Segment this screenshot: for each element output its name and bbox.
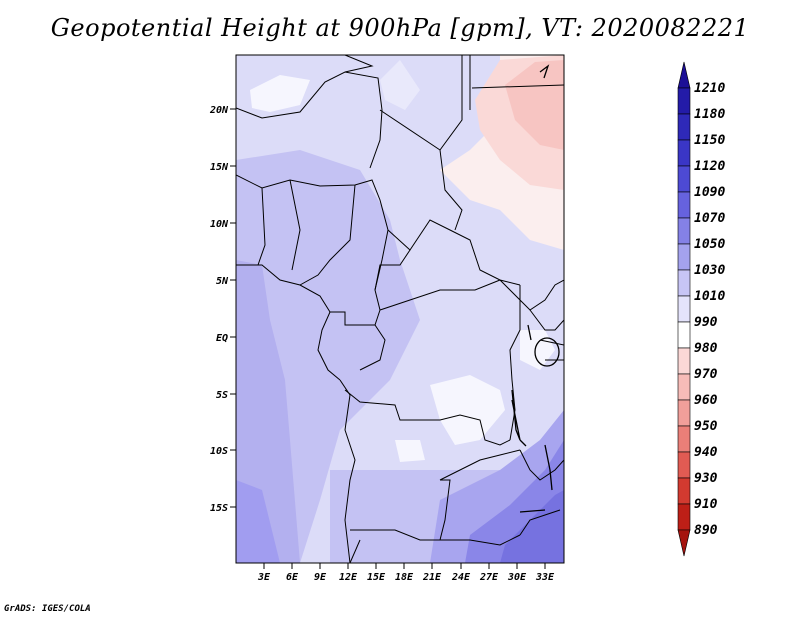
colorbar-label: 1070 — [694, 211, 725, 226]
field-1010-congo-east — [430, 375, 505, 445]
field-1090-ocean — [236, 480, 280, 563]
colorbar-swatch — [677, 243, 691, 271]
colorbar-swatch — [677, 269, 691, 297]
colorbar-label: 930 — [694, 471, 718, 486]
colorbar-swatch — [677, 61, 691, 89]
field-1010-angola — [395, 440, 425, 462]
colorbar-label: 1210 — [694, 81, 725, 96]
colorbar-swatch — [677, 191, 691, 219]
colorbar-label: 1030 — [694, 263, 725, 278]
colorbar-swatch — [677, 503, 691, 531]
colorbar-label: 940 — [694, 445, 718, 460]
colorbar-label: 970 — [694, 367, 718, 382]
field-970-northeast — [505, 60, 564, 150]
colorbar-swatch — [677, 217, 691, 245]
lat-label: EQ — [216, 333, 228, 344]
lon-label: 30E — [507, 572, 527, 583]
lon-label: 12E — [339, 572, 358, 583]
colorbar-label: 960 — [694, 393, 718, 408]
lat-label: 5N — [216, 276, 229, 287]
colorbar-swatch — [677, 347, 691, 375]
colorbar-label: 1090 — [694, 185, 725, 200]
colorbar-swatch — [677, 321, 691, 349]
lakes — [511, 64, 560, 513]
field-1050-sliver — [236, 160, 255, 175]
field-shading — [236, 55, 564, 563]
lon-label: 6E — [286, 572, 299, 583]
colorbar-label: 950 — [694, 419, 718, 434]
colorbar-swatch — [677, 529, 691, 557]
lon-label: 33E — [535, 572, 555, 583]
lon-label: 9E — [314, 572, 327, 583]
lat-label: 5S — [216, 390, 228, 401]
lake-malawi — [544, 444, 553, 491]
lon-label: 18E — [395, 572, 414, 583]
lake-albert — [527, 324, 532, 341]
colorbar-swatch — [677, 373, 691, 401]
colorbar-label: 990 — [694, 315, 718, 330]
colorbar-labels: 1210 1180 1150 1120 1090 1070 1050 1030 … — [694, 81, 725, 538]
colorbar-swatch — [677, 113, 691, 141]
lat-label: 15N — [210, 162, 229, 173]
lat-label: 20N — [209, 105, 229, 116]
latitude-axis: 20N 15N 10N 5N EQ 5S 10S 15S — [209, 105, 236, 514]
colorbar-swatch — [677, 477, 691, 505]
colorbar-swatch — [677, 399, 691, 427]
colorbar-swatches — [677, 61, 691, 557]
lon-label: 27E — [479, 572, 499, 583]
colorbar-swatch — [677, 451, 691, 479]
colorbar-label: 1050 — [694, 237, 725, 252]
lon-label: 15E — [367, 572, 386, 583]
colorbar-label: 1120 — [694, 159, 725, 174]
colorbar-label: 980 — [694, 341, 718, 356]
lake-mweru — [519, 439, 527, 447]
lat-label: 10N — [210, 219, 229, 230]
colorbar-label: 910 — [694, 497, 718, 512]
lat-label: 15S — [210, 503, 228, 514]
lon-label: 24E — [451, 572, 471, 583]
map-title: Geopotential Height at 900hPa [gpm], VT:… — [50, 14, 750, 42]
colorbar-label: 1150 — [694, 133, 725, 148]
lat-label: 10S — [210, 446, 228, 457]
country-borders — [236, 55, 564, 563]
plot-frame — [235, 54, 565, 564]
colorbar-swatch — [677, 295, 691, 323]
colorbar-label: 890 — [694, 523, 718, 538]
colorbar-swatch — [677, 165, 691, 193]
lon-label: 21E — [422, 572, 442, 583]
field-1110-southeast — [500, 490, 564, 563]
colorbar-swatch — [677, 139, 691, 167]
field-1010-north — [380, 60, 420, 110]
colorbar-swatch — [677, 425, 691, 453]
colorbar-label: 1180 — [694, 107, 725, 122]
field-1010-sahara — [250, 75, 310, 112]
lon-label: 3E — [257, 572, 271, 583]
colorbar: 1210 1180 1150 1120 1090 1070 1050 1030 … — [677, 61, 725, 557]
longitude-axis: 3E 6E 9E 12E 15E 18E 21E 24E 27E 30E 33E — [257, 563, 555, 583]
colorbar-label: 1010 — [694, 289, 725, 304]
lake-kariba — [519, 509, 546, 513]
lake-victoria — [534, 337, 560, 367]
lake-nubia — [539, 64, 550, 79]
lake-tanganyika — [511, 389, 521, 441]
colorbar-swatch — [677, 87, 691, 115]
grads-credit: GrADS: IGES/COLA — [4, 604, 91, 614]
